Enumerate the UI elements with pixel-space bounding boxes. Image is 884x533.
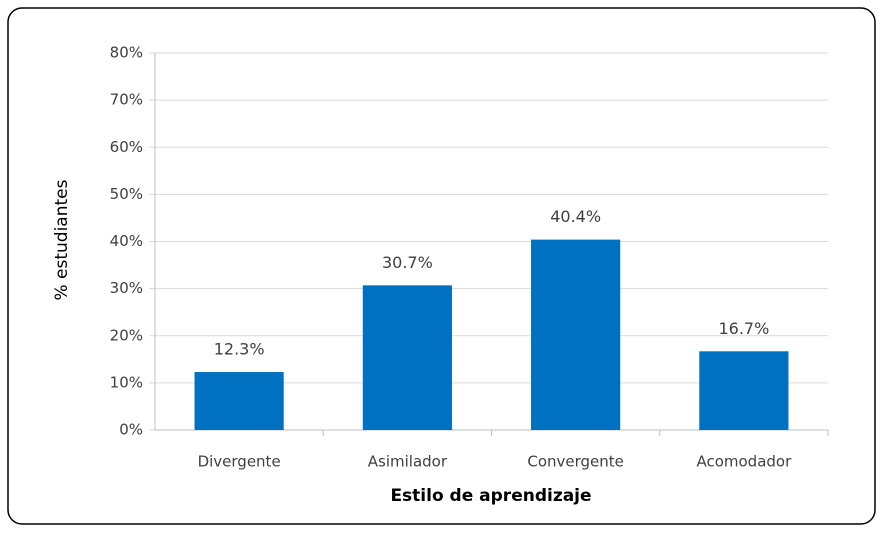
y-tick-label: 60%	[110, 138, 143, 156]
bar	[362, 285, 452, 430]
bar	[531, 239, 621, 430]
bar	[194, 372, 284, 430]
value-label: 40.4%	[550, 207, 601, 226]
bar	[699, 351, 789, 430]
value-label: 30.7%	[382, 253, 433, 272]
value-label: 12.3%	[214, 340, 265, 359]
x-tick-label: Asimilador	[368, 453, 448, 471]
y-axis-title: % estudiantes	[52, 179, 72, 300]
x-axis-title: Estilo de aprendizaje	[390, 486, 591, 506]
y-tick-label: 70%	[110, 91, 143, 109]
y-tick-label: 40%	[110, 232, 143, 250]
y-tick-label: 80%	[110, 44, 143, 62]
value-label: 16.7%	[718, 319, 769, 338]
x-tick-label: Convergente	[527, 453, 624, 471]
y-tick-label: 30%	[110, 279, 143, 297]
y-tick-label: 10%	[110, 373, 143, 391]
y-tick-label: 20%	[110, 326, 143, 344]
y-tick-label: 50%	[110, 185, 143, 203]
y-tick-label: 0%	[119, 421, 143, 439]
chart-frame	[7, 7, 876, 525]
x-tick-label: Acomodador	[696, 453, 792, 471]
x-tick-label: Divergente	[198, 453, 281, 471]
